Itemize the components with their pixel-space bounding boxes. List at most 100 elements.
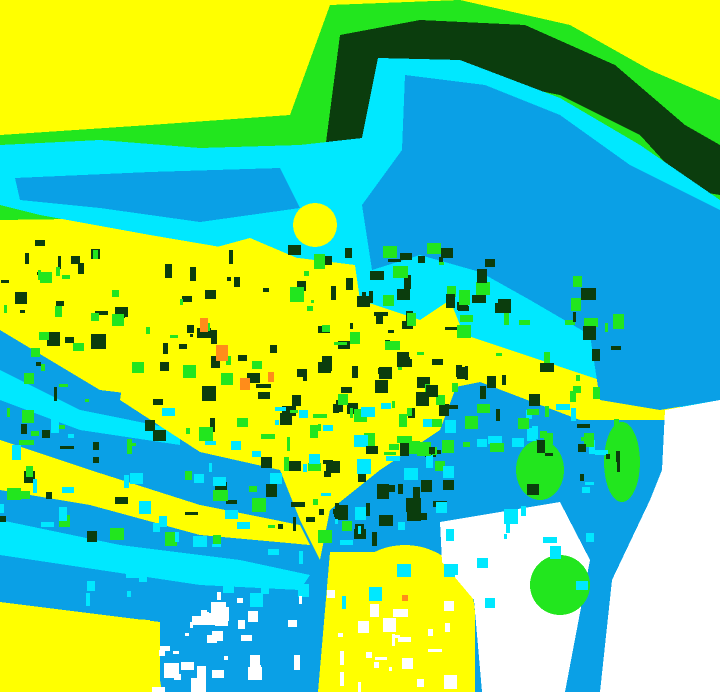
speckle (322, 356, 332, 371)
speckle (442, 440, 454, 453)
speckle (432, 359, 443, 365)
speckle (446, 529, 454, 541)
speckle (213, 535, 221, 545)
shallow-strip (0, 370, 180, 445)
speckle (350, 408, 353, 418)
speckle (397, 564, 411, 577)
speckle (395, 635, 400, 638)
speckle (252, 361, 262, 369)
speckle (139, 501, 151, 514)
speckle (389, 444, 399, 450)
speckle (527, 484, 539, 495)
speckle (402, 357, 410, 362)
water-strip (15, 168, 300, 222)
speckle (361, 407, 375, 417)
speckle (477, 439, 487, 447)
speckle (165, 668, 170, 673)
speckle (110, 528, 124, 540)
speckle (357, 296, 370, 307)
speckle (582, 487, 590, 493)
speckle (445, 623, 450, 632)
speckle (545, 453, 553, 456)
speckle (586, 533, 594, 542)
speckle (190, 622, 193, 628)
speckle (62, 275, 70, 279)
speckle (270, 345, 277, 353)
speckle (416, 392, 429, 406)
speckle (606, 454, 610, 459)
speckle (146, 327, 150, 334)
speckle (417, 442, 431, 456)
speckle (308, 463, 321, 471)
speckle (427, 243, 441, 254)
speckle (472, 295, 486, 303)
speckle (400, 443, 409, 456)
speckle (185, 633, 189, 636)
speckle (616, 451, 620, 462)
speckle (350, 332, 360, 344)
speckle (91, 313, 99, 321)
speckle (226, 500, 237, 504)
speckle (95, 311, 108, 315)
speckle (275, 420, 279, 425)
speckle (288, 245, 301, 255)
speckle (132, 362, 144, 373)
water-area (362, 75, 720, 410)
speckle (93, 250, 98, 259)
speckle (213, 490, 228, 501)
speckle (578, 444, 586, 452)
hot-spot (200, 318, 208, 332)
speckle (358, 682, 361, 692)
speckle (307, 306, 313, 311)
speckle (126, 565, 140, 578)
speckle (95, 548, 102, 557)
speckle (261, 457, 272, 468)
speckle (237, 418, 248, 427)
speckle (93, 442, 99, 450)
speckle (224, 656, 228, 660)
speckle (56, 267, 60, 276)
speckle (376, 313, 383, 324)
speckle (498, 299, 511, 313)
speckle (173, 651, 179, 654)
land-corner (0, 612, 162, 692)
speckle (476, 282, 490, 295)
speckle (15, 292, 27, 304)
speckle (250, 593, 263, 607)
speckle (321, 256, 332, 265)
speckle (487, 376, 496, 388)
speckle (338, 633, 343, 637)
speckle (33, 479, 37, 493)
speckle (576, 581, 588, 590)
speckle (477, 404, 490, 413)
speckle (205, 441, 216, 445)
speckle (31, 348, 40, 357)
speckle (309, 454, 320, 464)
speckle (375, 657, 387, 660)
speckle (313, 414, 327, 418)
speckle (211, 330, 217, 344)
speckle (291, 502, 305, 507)
speckle (182, 296, 192, 302)
speckle (268, 549, 279, 555)
speckle (504, 312, 509, 325)
speckle (211, 356, 220, 368)
speckle (237, 598, 243, 603)
speckle (490, 443, 504, 452)
speckle (42, 430, 50, 438)
speckle (165, 532, 177, 546)
speckle (275, 407, 286, 411)
speckle (290, 287, 304, 302)
speckle (190, 267, 196, 281)
speckle (56, 301, 64, 306)
speckle (386, 456, 400, 461)
speckle (85, 399, 89, 402)
speckle (201, 610, 207, 625)
speckle (55, 306, 62, 317)
speckle (336, 400, 343, 412)
speckle (457, 325, 471, 338)
speckle (366, 652, 372, 658)
speckle (78, 263, 84, 274)
speckle (506, 524, 510, 533)
speckle (212, 631, 223, 641)
